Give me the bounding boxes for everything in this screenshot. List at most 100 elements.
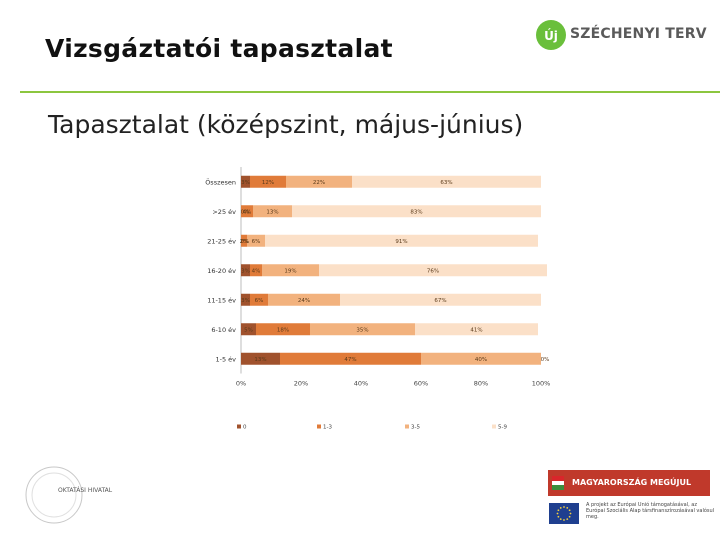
legend-label: 1-3	[323, 425, 332, 431]
data-label: 76%	[427, 268, 439, 274]
logo-text: SZÉCHENYI TERV	[570, 26, 707, 42]
eu-star-icon	[568, 515, 571, 518]
category-label: 1-5 év	[215, 355, 236, 363]
data-label: 4%	[252, 268, 261, 274]
eu-star-icon	[566, 518, 569, 521]
category-label: Összesen	[205, 177, 236, 186]
data-label: 3%	[241, 180, 250, 186]
data-label: 2%	[240, 239, 249, 245]
title-divider	[20, 91, 720, 93]
data-label: 22%	[313, 180, 325, 186]
data-label: 13%	[266, 209, 278, 215]
legend-label: 0	[243, 425, 247, 431]
x-tick-label: 20%	[294, 380, 308, 388]
data-label: 0%	[241, 239, 250, 245]
bar-segment	[280, 352, 421, 365]
bar-segment	[241, 175, 250, 188]
data-label: 3%	[241, 298, 250, 304]
hungarian-flag-icon	[552, 476, 564, 490]
eu-star-icon	[563, 506, 565, 508]
seal-text: OKTATÁSI HIVATAL	[58, 487, 113, 494]
bar-segment	[265, 234, 538, 247]
legend-label: 3-5	[411, 425, 420, 431]
bar-segment	[421, 352, 541, 365]
data-label: 13%	[254, 357, 266, 363]
data-label: 0%	[241, 209, 250, 215]
bar-segment	[292, 205, 541, 218]
data-label: 3%	[241, 268, 250, 274]
x-tick-label: 60%	[414, 380, 428, 388]
bar-segment	[241, 234, 247, 247]
eu-star-icon	[559, 506, 562, 509]
data-label: 18%	[277, 327, 289, 333]
data-label: 6%	[252, 239, 261, 245]
data-label: 0%	[541, 357, 550, 363]
banner-text: MAGYARORSZÁG MEGÚJUL	[572, 478, 692, 487]
bar-segment	[250, 293, 268, 306]
data-label: 67%	[434, 298, 446, 304]
bar-segment	[352, 175, 541, 188]
data-label: 41%	[470, 327, 482, 333]
legend-swatch	[405, 424, 409, 429]
legend-label: 5-9	[498, 425, 507, 431]
eu-star-icon	[569, 512, 572, 515]
bar-segment	[340, 293, 541, 306]
chart-labels: Összesen 3% 12% 22% 63%>25 év 0%4% 13% 83%21-25…	[205, 177, 549, 363]
slide-title: Vizsgáztatói tapasztalat	[45, 34, 393, 63]
x-tick-label: 100%	[532, 380, 551, 388]
eu-funding-text: A projekt az Európai Unió támogatásával,…	[586, 502, 715, 520]
x-tick-label: 0%	[236, 380, 246, 388]
magyarorszag-megujul-banner: MAGYARORSZÁG MEGÚJUL	[548, 470, 710, 496]
bar-segment	[247, 234, 265, 247]
bar-segment	[268, 293, 340, 306]
data-label: 40%	[475, 357, 487, 363]
x-tick-label: 80%	[474, 380, 488, 388]
legend-swatch	[492, 424, 496, 429]
eu-star-icon	[563, 519, 565, 521]
bar-segment	[319, 264, 547, 277]
bar-segment	[241, 323, 256, 336]
szechenyi-terv-logo: Új SZÉCHENYI TERV	[534, 18, 714, 52]
category-label: 6-10 év	[211, 326, 236, 334]
bar-segment	[256, 323, 310, 336]
data-label: 91%	[395, 239, 407, 245]
bar-segment	[250, 175, 286, 188]
x-tick-label: 40%	[354, 380, 368, 388]
data-label: 47%	[344, 357, 356, 363]
data-label: 6%	[255, 298, 264, 304]
bar-segment	[241, 352, 280, 365]
oktatasi-hivatal-seal-icon	[25, 466, 83, 524]
eu-star-icon	[566, 506, 569, 509]
chart-legend: 0 1-3 3-5 5-9	[237, 424, 507, 431]
data-label: 24%	[298, 298, 310, 304]
legend-swatch	[317, 424, 321, 429]
bar-segment	[241, 264, 250, 277]
data-label: 63%	[440, 180, 452, 186]
bar-segment	[415, 323, 538, 336]
data-label: 4%	[243, 209, 252, 215]
eu-flag-icon	[549, 503, 579, 524]
chart-subtitle: Tapasztalat (középszint, május-június)	[48, 110, 524, 139]
bar-segment	[253, 205, 292, 218]
bar-segment	[241, 293, 250, 306]
data-label: 5%	[244, 327, 253, 333]
data-label: 83%	[410, 209, 422, 215]
data-label: 12%	[262, 180, 274, 186]
eu-star-icon	[557, 509, 560, 512]
eu-star-icon	[568, 509, 571, 512]
bar-segment	[310, 323, 415, 336]
logo-mark: Új	[544, 28, 558, 43]
bar-segment	[250, 264, 262, 277]
category-label: >25 év	[212, 208, 236, 216]
category-label: 11-15 év	[207, 296, 236, 304]
bar-segment	[262, 264, 319, 277]
data-label: 35%	[356, 327, 368, 333]
eu-star-icon	[557, 515, 560, 518]
szechenyi-logo-icon: Új	[536, 20, 566, 50]
eu-star-icon	[559, 518, 562, 521]
category-label: 16-20 év	[207, 267, 236, 275]
eu-star-icon	[556, 512, 559, 515]
bar-segment	[286, 175, 352, 188]
bar-segment	[241, 205, 253, 218]
